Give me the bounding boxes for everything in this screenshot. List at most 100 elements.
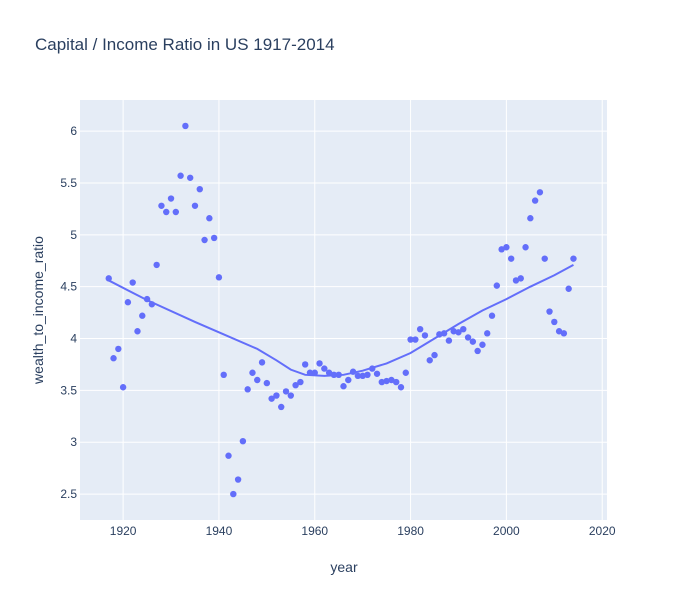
data-point[interactable] bbox=[182, 122, 189, 130]
data-point[interactable] bbox=[464, 334, 472, 341]
data-point[interactable] bbox=[416, 325, 424, 333]
data-point[interactable] bbox=[527, 215, 534, 222]
data-point[interactable] bbox=[479, 341, 486, 348]
data-point[interactable] bbox=[340, 383, 347, 390]
data-point[interactable] bbox=[210, 234, 218, 242]
data-point[interactable] bbox=[359, 372, 366, 380]
data-point[interactable] bbox=[220, 371, 227, 379]
data-point[interactable] bbox=[163, 208, 170, 216]
data-point[interactable] bbox=[345, 376, 352, 384]
data-point[interactable] bbox=[282, 388, 290, 395]
data-point[interactable] bbox=[364, 371, 371, 379]
data-point[interactable] bbox=[325, 369, 333, 376]
data-point[interactable] bbox=[287, 392, 294, 399]
data-point[interactable] bbox=[316, 360, 323, 367]
data-point[interactable] bbox=[541, 255, 548, 262]
data-point[interactable] bbox=[273, 392, 280, 399]
data-point[interactable] bbox=[421, 332, 429, 339]
data-point[interactable] bbox=[522, 244, 529, 251]
data-point[interactable] bbox=[440, 330, 448, 337]
data-point[interactable] bbox=[177, 172, 184, 179]
data-point[interactable] bbox=[450, 328, 457, 335]
data-point[interactable] bbox=[143, 295, 151, 303]
data-point[interactable] bbox=[244, 386, 251, 393]
data-point[interactable] bbox=[536, 189, 544, 196]
data-point[interactable] bbox=[311, 369, 318, 376]
data-point[interactable] bbox=[249, 369, 256, 376]
data-point[interactable] bbox=[215, 274, 223, 281]
data-point[interactable] bbox=[225, 452, 232, 459]
data-point[interactable] bbox=[531, 197, 539, 204]
data-point[interactable] bbox=[234, 476, 242, 483]
data-point[interactable] bbox=[469, 338, 477, 345]
data-point[interactable] bbox=[378, 378, 386, 386]
data-point[interactable] bbox=[230, 490, 237, 498]
data-point[interactable] bbox=[445, 337, 453, 344]
data-point[interactable] bbox=[124, 299, 132, 306]
data-point[interactable] bbox=[119, 384, 127, 391]
data-point[interactable] bbox=[393, 378, 400, 386]
data-point[interactable] bbox=[263, 379, 271, 387]
data-point[interactable] bbox=[167, 195, 175, 202]
data-point[interactable] bbox=[292, 381, 299, 389]
data-point[interactable] bbox=[484, 330, 491, 337]
data-point[interactable] bbox=[321, 365, 328, 372]
data-point[interactable] bbox=[565, 285, 572, 292]
data-point[interactable] bbox=[239, 437, 247, 445]
data-point[interactable] bbox=[306, 369, 314, 376]
data-point[interactable] bbox=[335, 371, 342, 379]
data-point[interactable] bbox=[503, 244, 510, 251]
data-point[interactable] bbox=[517, 275, 524, 282]
data-point[interactable] bbox=[373, 370, 381, 377]
data-point[interactable] bbox=[507, 255, 515, 262]
data-point[interactable] bbox=[172, 208, 180, 216]
data-point[interactable] bbox=[546, 308, 553, 315]
data-point[interactable] bbox=[560, 330, 568, 337]
data-point[interactable] bbox=[330, 371, 338, 379]
data-point[interactable] bbox=[278, 403, 285, 411]
data-point[interactable] bbox=[297, 378, 304, 386]
data-point[interactable] bbox=[436, 331, 443, 338]
data-point[interactable] bbox=[206, 215, 213, 222]
data-point[interactable] bbox=[412, 336, 419, 343]
data-point[interactable] bbox=[407, 336, 414, 343]
data-point[interactable] bbox=[110, 355, 117, 362]
data-point[interactable] bbox=[148, 301, 156, 308]
data-point[interactable] bbox=[129, 279, 136, 286]
y-tick-label: 5 bbox=[70, 228, 77, 242]
data-point[interactable] bbox=[388, 376, 395, 384]
data-point[interactable] bbox=[474, 347, 481, 355]
data-point[interactable] bbox=[551, 318, 558, 326]
data-point[interactable] bbox=[431, 351, 438, 359]
data-point[interactable] bbox=[191, 202, 199, 209]
data-point[interactable] bbox=[105, 275, 112, 282]
data-point[interactable] bbox=[139, 312, 146, 319]
data-point[interactable] bbox=[512, 277, 520, 284]
data-point[interactable] bbox=[201, 236, 208, 244]
data-point[interactable] bbox=[115, 345, 122, 353]
data-point[interactable] bbox=[301, 361, 309, 368]
data-point[interactable] bbox=[186, 174, 194, 181]
data-point[interactable] bbox=[158, 202, 165, 209]
data-point[interactable] bbox=[349, 368, 357, 375]
data-point[interactable] bbox=[498, 246, 505, 253]
data-point[interactable] bbox=[493, 282, 501, 289]
data-point[interactable] bbox=[134, 328, 141, 335]
data-point[interactable] bbox=[397, 384, 405, 391]
data-point[interactable] bbox=[570, 255, 577, 262]
data-point[interactable] bbox=[402, 369, 409, 376]
data-point[interactable] bbox=[383, 377, 390, 385]
data-point[interactable] bbox=[258, 359, 266, 366]
data-point[interactable] bbox=[268, 395, 275, 402]
data-point[interactable] bbox=[488, 312, 496, 319]
data-point[interactable] bbox=[426, 357, 433, 364]
data-point[interactable] bbox=[455, 329, 462, 336]
data-point[interactable] bbox=[369, 365, 376, 372]
data-point[interactable] bbox=[555, 328, 563, 335]
data-point[interactable] bbox=[254, 376, 261, 384]
data-point[interactable] bbox=[354, 372, 362, 380]
data-point[interactable] bbox=[196, 185, 203, 193]
data-point[interactable] bbox=[460, 325, 467, 333]
data-point[interactable] bbox=[153, 261, 160, 269]
